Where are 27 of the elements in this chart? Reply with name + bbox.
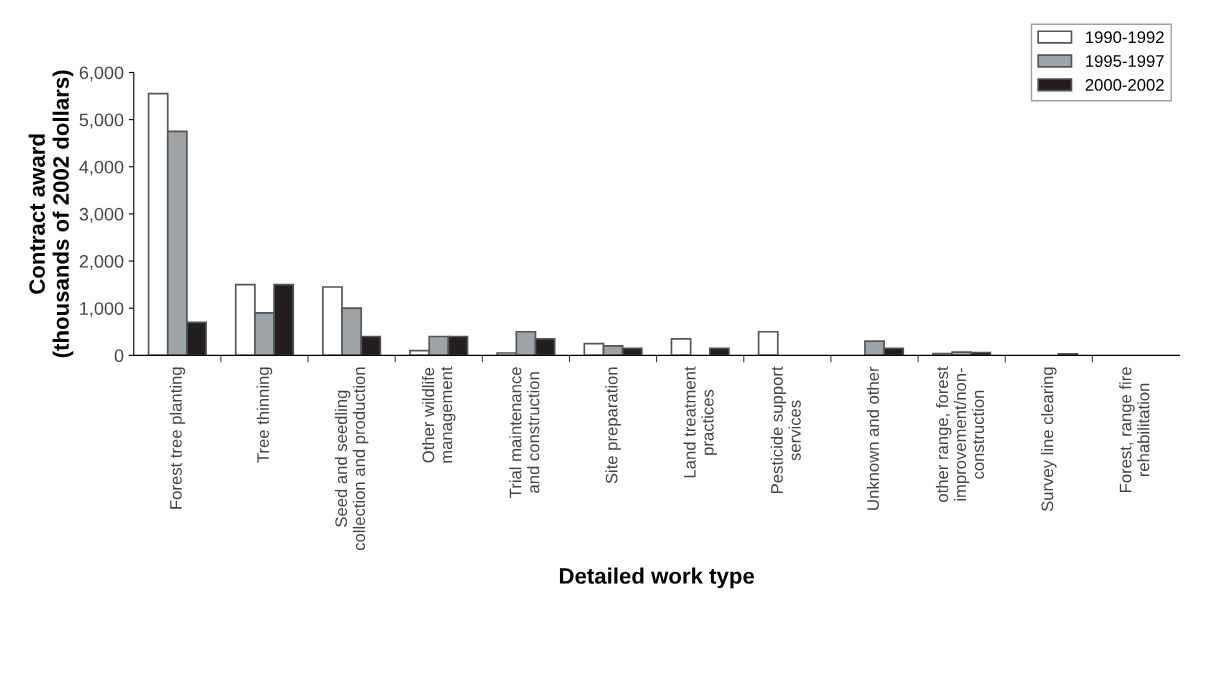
legend-label: 1990-1992 [1086,31,1164,44]
x-tick-label: Land treatment practices [683,366,717,478]
x-tick-label: Tree thinning [256,367,273,463]
y-axis-title: Contract award (thousands of 2002 dollars) [28,70,74,358]
legend-label: 1995-1997 [1086,55,1164,67]
x-tick-label: Forest tree planting [169,367,186,509]
y-tick-label: 1,000 [80,302,124,318]
x-tick-label: Other wildlife management [422,366,456,463]
x-tick-label: Survey line clearing [1041,367,1057,512]
bar [708,347,730,356]
y-tick-label: 4,000 [79,160,124,176]
x-tick-label: Site preparation [605,367,621,484]
y-tick-label: 5,000 [79,113,124,129]
y-tick-label: 3,000 [79,207,124,223]
x-tick-label: Forest, range fire rehabilitation [1119,367,1150,492]
legend-label: 2000-2002 [1085,79,1164,91]
bar [757,330,779,356]
x-tick-label: Pesticide support services [770,366,801,493]
x-tick-label: Unknown and other [866,366,879,510]
x-tick-label: Trial maintenance and construction [509,367,540,498]
x-tick-label: Seed and seedling collection and production [334,367,369,551]
y-tick-label: 0 [114,349,124,363]
bar [670,338,692,356]
x-axis-title: Detailed work type [559,567,755,589]
y-tick-label: 2,000 [79,254,124,270]
x-tick-label: other range, forest improvement/non- construction [935,366,985,502]
y-tick-label: 6,000 [79,66,124,82]
